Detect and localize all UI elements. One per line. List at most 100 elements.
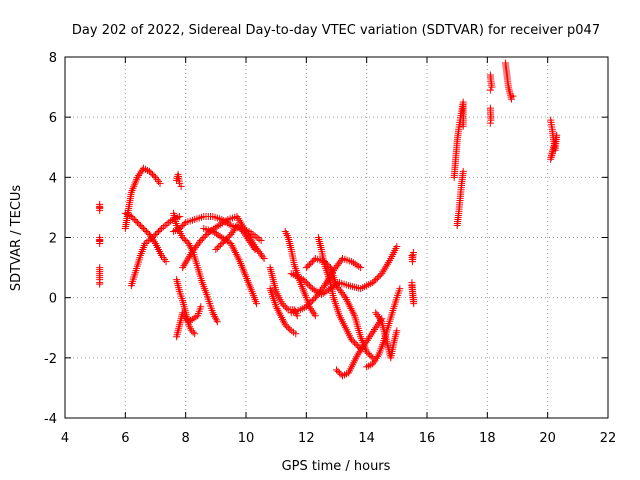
data-point — [349, 308, 357, 316]
data-point — [136, 221, 144, 229]
data-point — [302, 303, 310, 311]
data-point — [353, 261, 361, 269]
data-point — [310, 286, 318, 294]
data-point — [135, 172, 143, 180]
data-point — [487, 116, 495, 124]
data-point — [179, 309, 187, 317]
x-tick-label: 12 — [298, 431, 315, 446]
data-point — [145, 230, 153, 238]
data-point — [229, 227, 237, 235]
x-tick-label: 8 — [182, 431, 190, 446]
data-point — [293, 312, 301, 320]
data-point — [229, 243, 237, 251]
data-point — [219, 238, 227, 246]
data-point — [213, 223, 221, 231]
data-point — [283, 322, 291, 330]
data-point — [136, 170, 144, 178]
y-tick-label: 4 — [49, 171, 57, 186]
data-point — [228, 229, 236, 237]
data-point — [138, 223, 146, 231]
data-point — [235, 256, 243, 264]
data-point — [250, 244, 258, 252]
data-point — [321, 288, 329, 296]
data-point — [244, 235, 252, 243]
data-point — [161, 221, 169, 229]
data-point — [232, 250, 240, 258]
data-point — [240, 229, 248, 237]
data-point — [292, 330, 300, 338]
data-point — [374, 312, 382, 320]
data-point — [127, 212, 135, 220]
data-point — [211, 229, 219, 237]
data-point — [345, 301, 353, 309]
data-point — [279, 317, 287, 325]
data-point — [371, 356, 379, 364]
data-point — [317, 291, 325, 299]
data-point — [145, 167, 153, 175]
data-point — [222, 217, 230, 225]
y-tick-label: -2 — [44, 352, 57, 367]
data-point — [224, 234, 232, 241]
data-point — [210, 311, 218, 319]
data-point — [361, 340, 369, 348]
data-point — [180, 220, 188, 228]
data-point — [220, 218, 228, 226]
data-point — [176, 179, 184, 187]
chart-title: Day 202 of 2022, Sidereal Day-to-day VTE… — [72, 23, 600, 38]
data-point — [305, 300, 313, 308]
data-point — [307, 298, 315, 306]
data-point — [215, 243, 223, 251]
data-point — [354, 342, 362, 350]
data-point — [185, 318, 193, 326]
data-point — [355, 349, 363, 357]
y-tick-label: 8 — [49, 51, 57, 66]
data-point — [308, 285, 316, 293]
data-point — [375, 273, 383, 281]
data-point — [319, 283, 327, 291]
data-point — [197, 303, 205, 311]
data-point — [393, 243, 401, 251]
data-point — [307, 259, 315, 267]
data-point — [372, 324, 380, 332]
data-point — [342, 294, 350, 302]
data-point — [234, 223, 242, 231]
data-point — [148, 170, 156, 178]
data-point — [344, 299, 352, 307]
data-point — [227, 230, 235, 238]
data-point — [188, 315, 196, 323]
data-point — [283, 304, 291, 312]
data-point — [369, 327, 377, 335]
data-point — [133, 173, 141, 181]
x-tick-label: 16 — [419, 431, 436, 446]
data-point — [302, 264, 310, 272]
data-point — [214, 231, 222, 239]
data-point — [201, 232, 209, 240]
data-point — [360, 342, 368, 350]
data-point — [156, 179, 164, 187]
data-point — [334, 367, 342, 375]
data-point — [363, 348, 371, 356]
data-point — [368, 329, 376, 337]
data-point — [233, 252, 241, 260]
data-point — [352, 340, 360, 348]
data-point — [302, 279, 310, 287]
data-point — [350, 310, 358, 318]
data-point — [351, 260, 359, 268]
data-point — [129, 214, 137, 222]
data-point — [351, 339, 359, 347]
data-point — [272, 303, 280, 311]
data-point — [183, 316, 191, 324]
data-point — [179, 234, 187, 241]
data-point — [142, 227, 150, 235]
data-point — [276, 310, 284, 318]
data-point — [349, 337, 357, 345]
data-point — [230, 245, 238, 253]
data-point — [253, 300, 261, 308]
data-point — [182, 237, 190, 245]
x-tick-label: 22 — [600, 431, 617, 446]
data-point — [249, 242, 257, 250]
data-point — [281, 303, 289, 311]
data-point — [343, 297, 351, 305]
data-point — [186, 241, 194, 249]
